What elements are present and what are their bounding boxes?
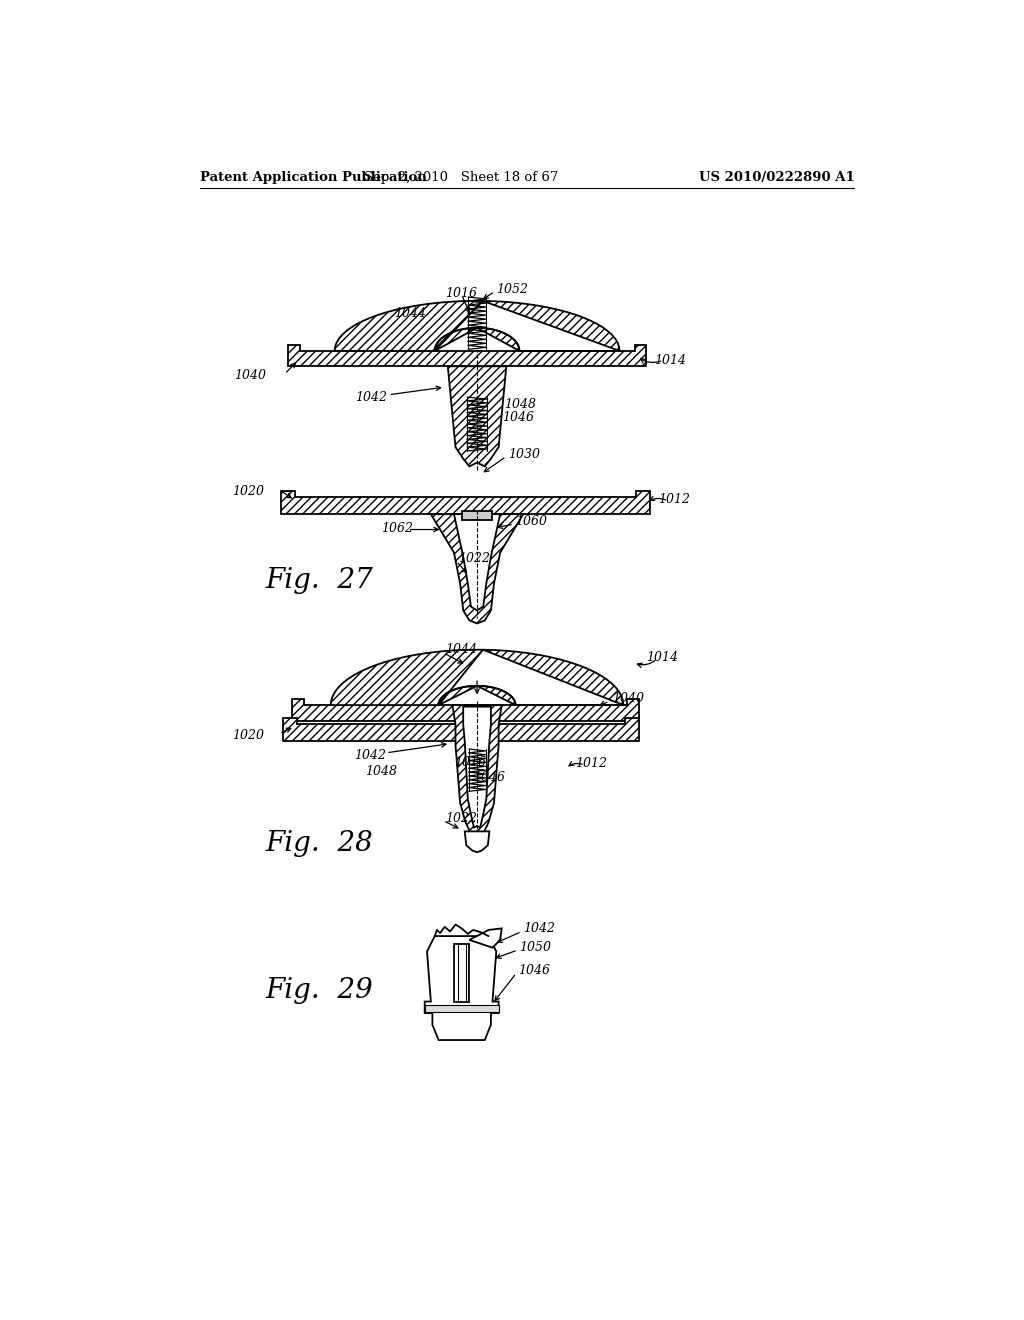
Polygon shape [425,1006,499,1011]
Polygon shape [463,706,490,828]
Polygon shape [465,832,489,853]
Text: 1016: 1016 [454,755,486,768]
Polygon shape [447,367,506,466]
Text: 1020: 1020 [232,486,264,499]
Polygon shape [425,936,499,1040]
Text: 1052: 1052 [497,282,528,296]
Text: 1042: 1042 [355,391,387,404]
Polygon shape [289,345,646,367]
Polygon shape [283,718,639,742]
Text: 1050: 1050 [519,941,551,954]
Text: 1042: 1042 [523,921,555,935]
Text: Sep. 2, 2010   Sheet 18 of 67: Sep. 2, 2010 Sheet 18 of 67 [365,172,559,185]
Text: 1016: 1016 [444,286,477,300]
Text: 1012: 1012 [658,492,690,506]
Text: 1014: 1014 [654,354,686,367]
Text: US 2010/0222890 A1: US 2010/0222890 A1 [698,172,854,185]
Text: Patent Application Publication: Patent Application Publication [200,172,427,185]
Polygon shape [431,515,523,623]
Text: Fig.  29: Fig. 29 [265,977,373,1003]
Text: 1046: 1046 [518,964,550,977]
Text: 1042: 1042 [354,748,386,762]
Polygon shape [281,491,650,515]
Polygon shape [331,649,483,705]
Text: 1022: 1022 [458,552,489,565]
Text: 1046: 1046 [503,411,535,424]
Text: Fig.  28: Fig. 28 [265,830,373,857]
Polygon shape [454,515,500,610]
Polygon shape [453,705,502,834]
Text: 1040: 1040 [234,370,266,381]
Text: 1046: 1046 [473,771,505,784]
Polygon shape [469,928,502,948]
Text: Fig.  27: Fig. 27 [265,566,373,594]
Text: 1048: 1048 [504,399,536,412]
Text: 1012: 1012 [575,758,607,770]
Text: 1040: 1040 [611,693,644,705]
Text: 1062: 1062 [382,521,414,535]
Text: 1044: 1044 [394,308,426,321]
Text: 1060: 1060 [515,515,548,528]
Polygon shape [335,301,482,351]
Polygon shape [292,700,639,721]
Text: 1022: 1022 [444,812,477,825]
Text: 1020: 1020 [232,730,264,742]
Polygon shape [462,511,493,520]
Polygon shape [454,944,469,1002]
Text: 1048: 1048 [366,764,397,777]
Polygon shape [477,301,620,351]
Text: 1014: 1014 [646,651,679,664]
Polygon shape [477,649,624,705]
Text: 1044: 1044 [444,643,477,656]
Text: 1030: 1030 [508,447,540,461]
